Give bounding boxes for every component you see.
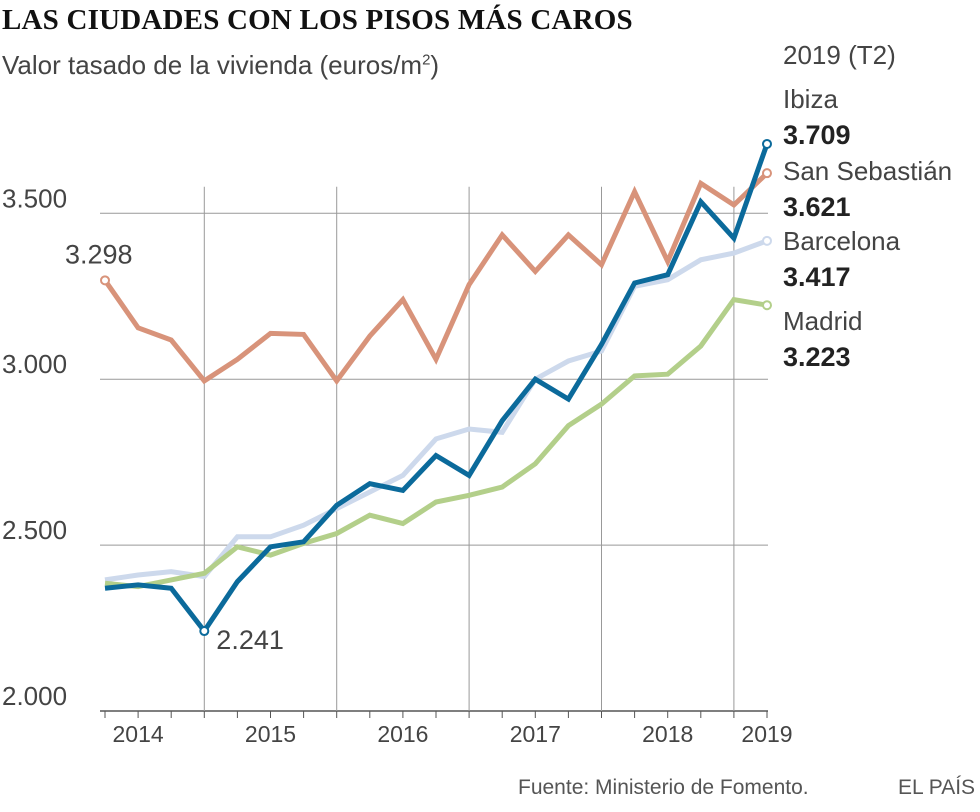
y-tick-label-3000: 3.000 [2,349,67,379]
grid-layer [100,186,768,712]
annotation-label-2.241: 2.241 [216,625,284,655]
x-tick-label-2016: 2016 [377,721,428,747]
legend-name-madrid: Madrid [783,306,862,336]
series-endpoint-madrid [762,300,772,311]
legend-name-ibiza: Ibiza [783,84,838,114]
subtitle-superscript: 2 [422,51,431,69]
series-line-madrid [104,296,768,590]
chart-subtitle: Valor tasado de la vivienda (euros/m2) [2,50,439,81]
chart-title: LAS CIUDADES CON LOS PISOS MÁS CAROS [2,4,633,36]
x-tick-label-2019: 2019 [741,721,792,747]
legend-value-madrid: 3.223 [783,342,851,372]
series-endpoint-barcelona [762,235,772,246]
legend-name-barcelona: Barcelona [783,226,901,256]
source-note: Fuente: Ministerio de Fomento. [518,776,809,799]
x-tick-label-2018: 2018 [642,721,693,747]
x-tick-label-2017: 2017 [510,721,561,747]
legend-layer: Ibiza 3.709 San Sebastián 3.621 Barcelona 3.4… [783,84,952,372]
series-line-san-sebasti-n [102,171,769,386]
legend-value-barcelona: 3.417 [783,262,851,292]
annotation-layer: 3.298 2.241 [65,239,284,655]
legend-value-ibiza: 3.709 [783,120,851,150]
series-endpoint-ibiza [762,138,772,149]
annotation-label-3.298: 3.298 [65,239,133,269]
y-tick-label-2500: 2.500 [2,515,67,545]
subtitle-text: Valor tasado de la vivienda (euros/m [2,50,423,80]
x-tick-label-2015: 2015 [245,721,296,747]
brand-logo: EL PAÍS [898,776,976,799]
y-tick-label-2000: 2.000 [2,681,67,711]
legend-value-san-sebasti-n: 3.621 [783,192,851,222]
legend-period: 2019 (T2) [783,40,896,70]
subtitle-end: ) [430,50,440,80]
series-layer [102,138,772,636]
axis-layer: 2.000 2.500 3.000 3.500 2014 2015 2016 2017 2018… [2,183,793,747]
y-tick-label-3500: 3.500 [2,183,67,213]
series-endpoint-san-sebasti-n [762,168,772,179]
annotation-marker-2.241 [199,626,210,637]
annotation-marker-3.298 [100,275,110,286]
series-line-ibiza [104,143,770,636]
legend-name-san-sebasti-n: San Sebastián [783,156,952,186]
x-tick-label-2014: 2014 [113,721,164,747]
